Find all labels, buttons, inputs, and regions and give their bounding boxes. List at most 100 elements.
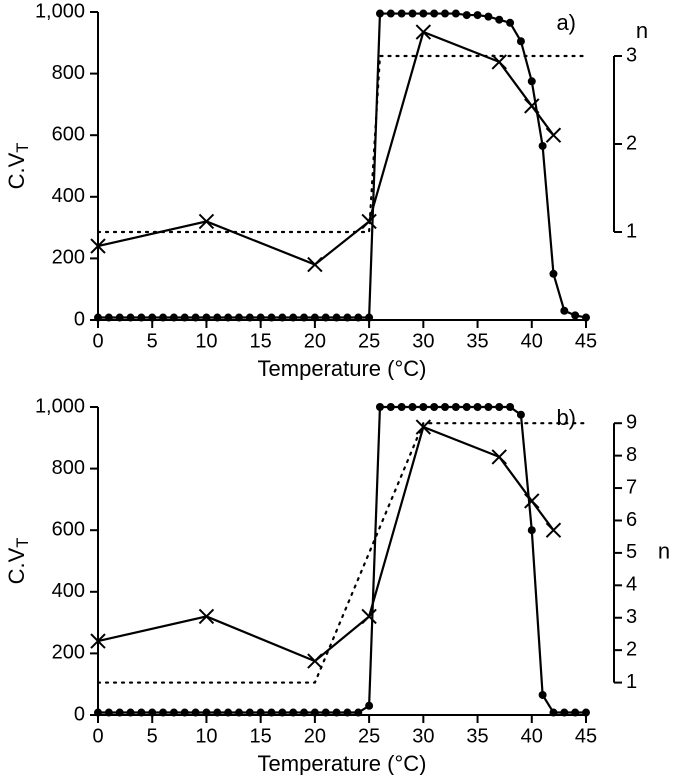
series-dot-marker: [452, 403, 460, 411]
series-dot-marker: [300, 709, 308, 717]
series-dot-marker: [311, 314, 319, 322]
ytick-left-label: 400: [52, 185, 85, 207]
ytick-left-label: 600: [52, 123, 85, 145]
ytick-left-label: 1,000: [35, 0, 85, 22]
series-dot-marker: [408, 10, 416, 18]
series-dot-marker: [354, 314, 362, 322]
series-dot-marker: [235, 314, 243, 322]
ytick-left-label: 0: [74, 703, 85, 725]
series-x-marker: [416, 25, 430, 39]
series-dot-marker: [192, 709, 200, 717]
ytick-left-label: 200: [52, 247, 85, 269]
series-dot-marker: [484, 13, 492, 21]
ytick-right-label: 2: [626, 638, 637, 660]
xtick-label: 35: [466, 725, 488, 747]
series-dot-marker: [506, 403, 514, 411]
ytick-right-label: 1: [626, 220, 637, 242]
series-x-marker: [362, 609, 376, 623]
series-x-marker: [492, 450, 506, 464]
series-dot-marker: [419, 10, 427, 18]
series-dot-line: [98, 407, 586, 713]
series-dot-marker: [94, 709, 102, 717]
series-dot-marker: [300, 314, 308, 322]
xaxis-label: Temperature (°C): [258, 751, 427, 775]
series-x-marker: [525, 494, 539, 508]
series-dot-marker: [159, 709, 167, 717]
xaxis-label: Temperature (°C): [258, 356, 427, 380]
series-dot-marker: [571, 709, 579, 717]
xtick-label: 5: [147, 725, 158, 747]
ytick-right-label: 5: [626, 541, 637, 563]
xtick-label: 30: [412, 725, 434, 747]
series-x-line: [98, 32, 553, 265]
series-dot-marker: [127, 314, 135, 322]
series-dot-marker: [484, 403, 492, 411]
series-dot-marker: [257, 314, 265, 322]
series-dot-marker: [539, 691, 547, 699]
ytick-right-label: 7: [626, 476, 637, 498]
ytick-right-label: 1: [626, 671, 637, 693]
series-dot-marker: [116, 314, 124, 322]
series-dot-marker: [365, 314, 373, 322]
series-dot-marker: [159, 314, 167, 322]
series-dot-marker: [343, 314, 351, 322]
series-dot-marker: [224, 314, 232, 322]
series-dot-marker: [376, 10, 384, 18]
series-x-marker: [308, 258, 322, 272]
ytick-right-label: 2: [626, 132, 637, 154]
chart-svg: 05101520253035404502004006008001,000123n…: [0, 0, 683, 380]
series-dot-marker: [495, 16, 503, 24]
xtick-label: 30: [412, 330, 434, 352]
series-dot-marker: [278, 709, 286, 717]
panel-b: 05101520253035404502004006008001,0001234…: [0, 395, 683, 775]
series-dot-marker: [213, 709, 221, 717]
series-dot-marker: [322, 709, 330, 717]
series-x-marker: [308, 654, 322, 668]
series-dot-marker: [181, 314, 189, 322]
xtick-label: 20: [304, 330, 326, 352]
xtick-label: 15: [250, 725, 272, 747]
series-dot-marker: [235, 709, 243, 717]
series-dot-marker: [354, 709, 362, 717]
series-dot-marker: [278, 314, 286, 322]
series-x-marker: [492, 55, 506, 69]
yaxis-left-label: C.VT: [4, 538, 32, 585]
series-dot-marker: [463, 403, 471, 411]
yaxis-left-label: C.VT: [4, 143, 32, 190]
series-dot-marker: [463, 11, 471, 19]
series-dot-marker: [582, 709, 590, 717]
series-dot-marker: [528, 77, 536, 85]
ytick-left-label: 600: [52, 518, 85, 540]
series-dot-marker: [430, 10, 438, 18]
series-dot-marker: [517, 37, 525, 45]
xtick-label: 35: [466, 330, 488, 352]
series-dot-marker: [582, 314, 590, 322]
series-dot-marker: [333, 709, 341, 717]
series-dot-marker: [105, 314, 113, 322]
series-dot-marker: [560, 307, 568, 315]
figure: 05101520253035404502004006008001,000123n…: [0, 0, 683, 774]
panel-a: 05101520253035404502004006008001,000123n…: [0, 0, 683, 380]
series-x-marker: [416, 420, 430, 434]
panel-label: b): [556, 405, 576, 430]
series-dot-marker: [202, 709, 210, 717]
ytick-right-label: 3: [626, 606, 637, 628]
series-dot-marker: [289, 314, 297, 322]
series-dot-marker: [202, 314, 210, 322]
ytick-left-label: 800: [52, 62, 85, 84]
xtick-label: 5: [147, 330, 158, 352]
series-dot-marker: [549, 709, 557, 717]
xtick-label: 25: [358, 330, 380, 352]
series-dot-marker: [387, 10, 395, 18]
ytick-right-label: 8: [626, 444, 637, 466]
ytick-left-label: 200: [52, 642, 85, 664]
series-dot-marker: [571, 311, 579, 319]
series-dot-marker: [246, 709, 254, 717]
series-dot-marker: [105, 709, 113, 717]
series-dot-marker: [398, 403, 406, 411]
ytick-left-label: 0: [74, 308, 85, 330]
xtick-label: 20: [304, 725, 326, 747]
series-dot-marker: [213, 314, 221, 322]
yaxis-right-label: n: [636, 18, 648, 43]
series-x-marker: [546, 523, 560, 537]
